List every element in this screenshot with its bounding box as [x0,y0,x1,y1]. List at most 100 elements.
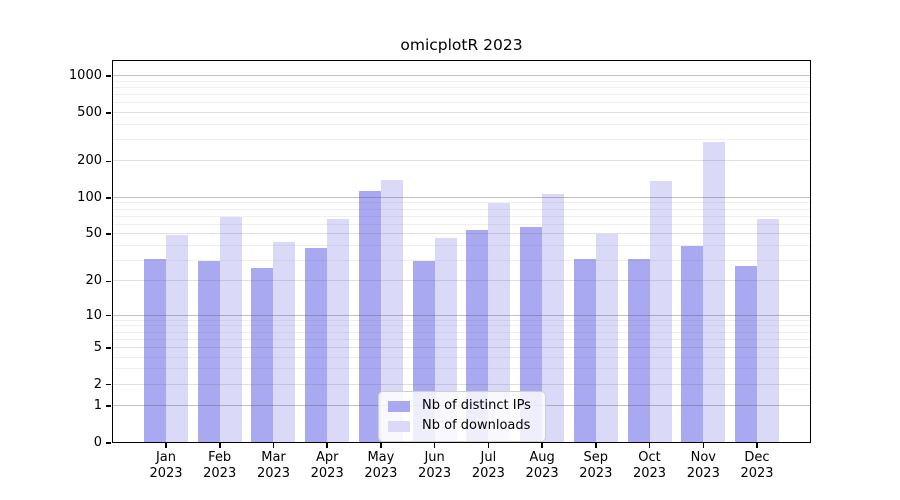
gridline-90 [112,202,811,204]
bar-downloads-mar [273,241,296,443]
x-tick-label-aug: Aug 2023 [510,450,574,482]
gridline-3 [112,368,811,370]
gridline-700 [112,93,811,95]
x-tick-may [380,443,382,448]
legend-swatch-downloads-icon [388,420,410,432]
x-tick-label-may: May 2023 [349,450,413,482]
x-tick-aug [541,443,543,448]
gridline-10 [112,314,811,316]
y-tick-label-50: 50 [85,226,102,242]
bar-ips-jul [466,230,489,443]
bar-ips-dec [734,266,757,443]
chart-title: omicplotR 2023 [400,36,523,54]
y-tick-label-1000: 1000 [68,67,102,83]
x-label-year: 2023 [364,466,398,481]
bar-ips-aug [520,227,543,443]
y-tick-label-1: 1 [93,398,102,414]
x-tick-label-oct: Oct 2023 [618,450,682,482]
x-tick-nov [702,443,704,448]
gridline-20 [112,280,811,282]
y-tick-100 [106,197,111,199]
x-label-month: Jul [480,450,497,465]
y-tick-label-200: 200 [77,153,102,169]
legend: Nb of distinct IPs Nb of downloads [378,391,546,442]
y-tick-2 [106,383,111,386]
bar-ips-oct [627,258,650,443]
x-tick-label-feb: Feb 2023 [188,450,252,482]
x-label-month: Jun [424,450,445,465]
x-label-month: Dec [744,450,770,465]
gridline-40 [112,244,811,246]
gridline-9 [112,319,811,321]
x-label-month: Apr [315,450,339,465]
legend-label-distinct-ips: Nb of distinct IPs [422,398,531,413]
gridline-2 [112,383,811,385]
x-label-year: 2023 [149,466,183,481]
bar-downloads-sep [595,234,618,443]
y-tick-label-5: 5 [93,339,102,355]
y-tick-0 [106,442,111,444]
bar-downloads-oct [649,181,672,443]
legend-swatch-distinct-ips-icon [388,400,410,412]
x-label-month: Aug [529,450,555,465]
bar-downloads-aug [542,193,565,443]
y-tick-label-20: 20 [85,273,102,289]
legend-row-distinct-ips: Nb of distinct IPs [388,396,531,416]
x-tick-sep [595,443,597,448]
x-tick-feb [219,443,221,448]
y-tick-1 [106,405,111,407]
x-label-year: 2023 [686,466,720,481]
gridline-300 [112,138,811,140]
x-label-year: 2023 [632,466,667,481]
x-label-month: Sep [583,450,609,465]
x-tick-label-jul: Jul 2023 [456,450,520,482]
bar-ips-mar [251,267,274,443]
x-label-year: 2023 [740,466,774,481]
x-tick-apr [326,443,328,448]
bar-downloads-jul [488,203,511,443]
bar-downloads-may [380,180,403,443]
x-label-year: 2023 [418,466,452,481]
x-label-year: 2023 [256,466,291,481]
x-label-month: Nov [690,450,716,465]
x-label-month: Oct [638,450,661,465]
gridline-70 [112,215,811,217]
bar-ips-may [358,190,381,443]
x-tick-jul [487,443,490,448]
plot-area: Nb of distinct IPs Nb of downloads [112,60,811,443]
y-tick-10 [106,314,111,317]
x-label-year: 2023 [471,466,505,481]
gridline-50 [112,233,811,235]
x-label-year: 2023 [203,466,237,481]
bar-ips-nov [681,245,704,443]
y-tick-500 [106,112,111,114]
gridline-6 [112,338,811,340]
gridline-60 [112,223,811,225]
bar-ips-apr [305,248,328,443]
legend-row-downloads: Nb of downloads [388,416,531,436]
x-label-month: May [367,450,395,465]
x-tick-label-jan: Jan 2023 [134,450,198,482]
bar-downloads-dec [756,218,779,443]
bar-downloads-feb [219,217,242,443]
y-tick-label-100: 100 [77,189,102,205]
x-tick-jun [433,443,436,448]
y-tick-20 [106,280,111,282]
bar-downloads-nov [703,141,726,443]
bar-ips-sep [573,258,596,443]
x-label-month: Jan [155,450,177,465]
x-tick-mar [272,443,275,448]
gridline-100 [112,196,811,198]
x-tick-jan [165,443,167,448]
x-tick-oct [648,443,651,448]
gridline-80 [112,208,811,210]
gridline-7 [112,331,811,333]
bar-ips-jan [144,258,166,443]
gridline-600 [112,102,811,103]
gridline-500 [112,111,811,113]
y-tick-50 [106,233,111,235]
y-tick-200 [106,160,111,162]
y-tick-5 [106,347,111,349]
y-tick-label-10: 10 [85,307,102,323]
